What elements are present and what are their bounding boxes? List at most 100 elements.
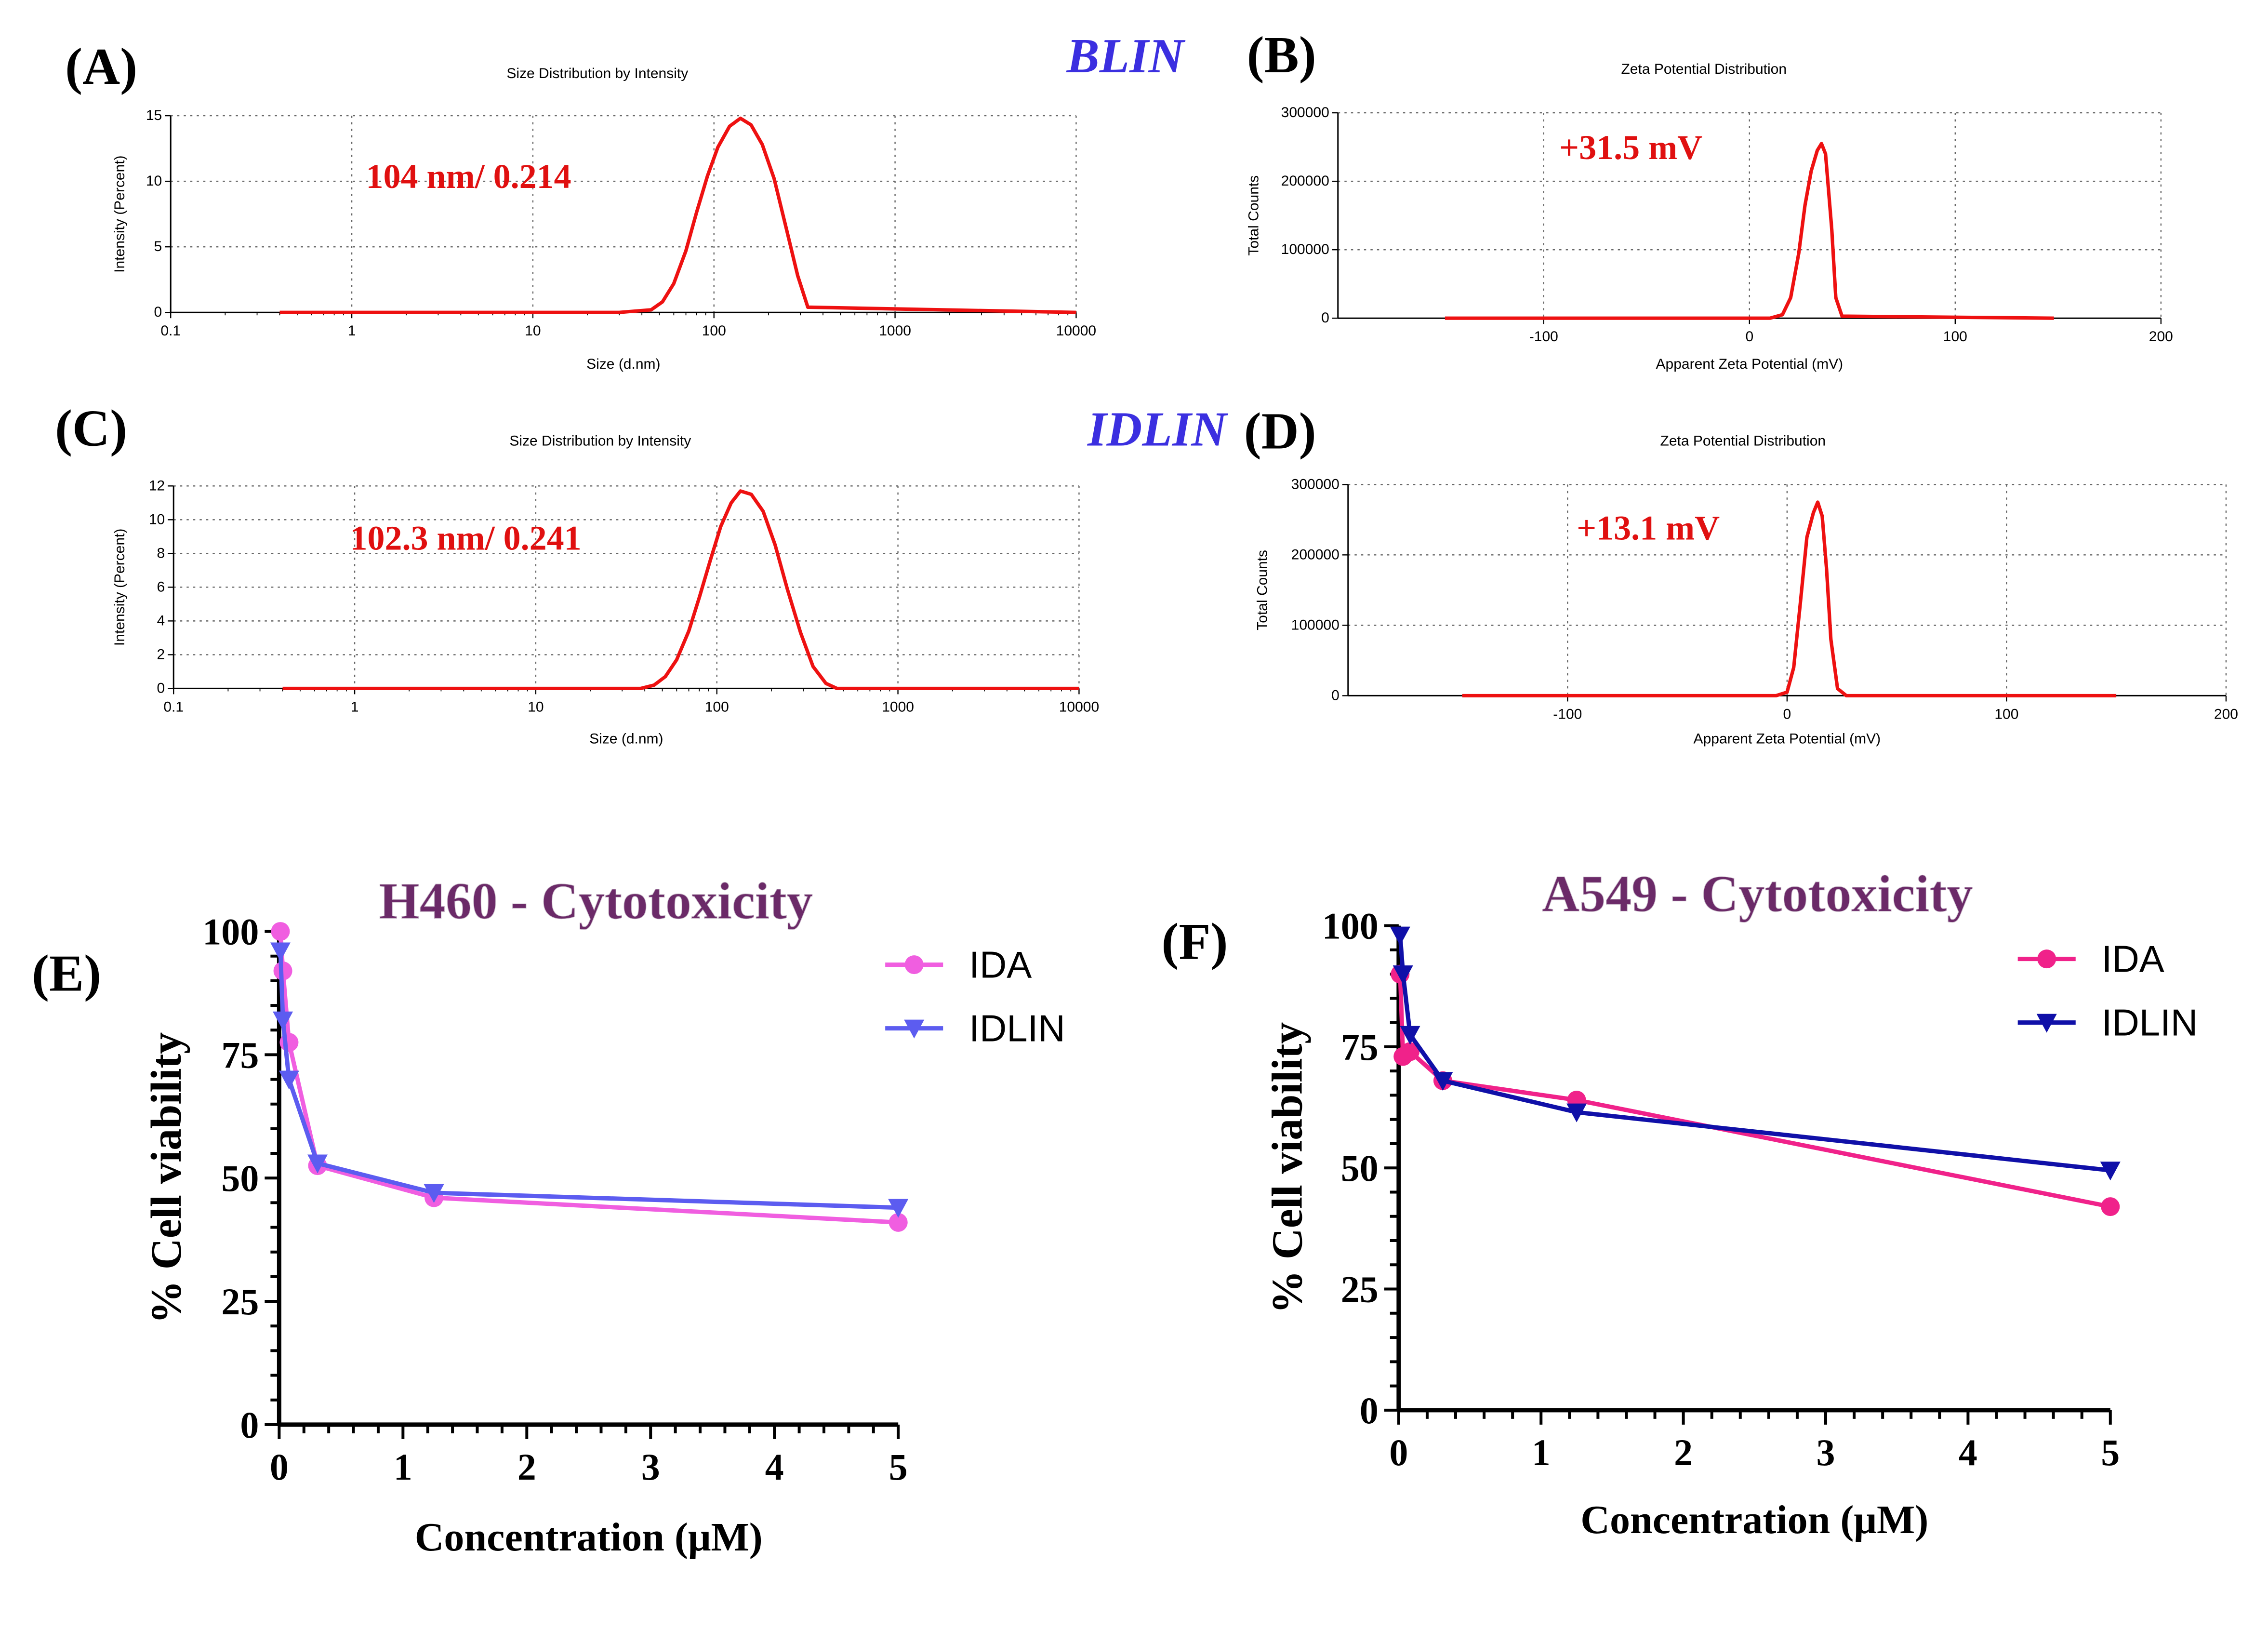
x-tick-label: 1 xyxy=(348,323,356,339)
data-point-idlin xyxy=(1393,965,1413,985)
x-tick-label: 0.1 xyxy=(163,699,184,715)
x-tick-label: 100 xyxy=(1943,329,1967,345)
data-point-idlin xyxy=(279,1070,299,1090)
x-tick-label: -100 xyxy=(1553,706,1582,722)
peak-annotation: 104 nm/ 0.214 xyxy=(366,157,571,196)
y-tick-label: 300000 xyxy=(1281,105,1329,120)
panel-e-title: H460 - Cytotoxicity xyxy=(379,873,813,930)
x-tick-label: -100 xyxy=(1529,329,1558,345)
data-point-idlin xyxy=(2100,1162,2121,1181)
panel-c-label: (C) xyxy=(55,400,127,457)
legend-label-idlin: IDLIN xyxy=(969,1007,1065,1050)
y-tick-label: 75 xyxy=(1341,1026,1379,1068)
x-tick-label: 1000 xyxy=(879,323,911,339)
x-axis-title: Apparent Zeta Potential (mV) xyxy=(1656,356,1844,372)
x-tick-label: 0.1 xyxy=(160,323,181,339)
y-tick-label: 100000 xyxy=(1291,617,1340,633)
panel-e: (E) H460 - Cytotoxicity 0 25 50 75 100 0 1 2 3 4 5… xyxy=(32,872,1065,1560)
x-tick-label: 4 xyxy=(765,1446,784,1488)
peak-annotation: +13.1 mV xyxy=(1577,508,1720,547)
distribution-line xyxy=(1445,142,2054,320)
y-axis-title: Intensity (Percent) xyxy=(112,529,128,646)
y-tick-label: 50 xyxy=(221,1157,259,1199)
panel-b-title: Zeta Potential Distribution xyxy=(1621,61,1787,77)
legend-marker-ida xyxy=(2037,949,2056,969)
panel-e-label: (E) xyxy=(32,945,101,1002)
data-point-idlin xyxy=(888,1199,909,1218)
data-point-ida xyxy=(1400,1042,1419,1061)
y-tick-label: 4 xyxy=(157,613,165,628)
y-tick-label: 200000 xyxy=(1281,173,1329,189)
y-tick-label: 0 xyxy=(1321,310,1329,326)
panel-a-title: Size Distribution by Intensity xyxy=(506,66,688,81)
x-tick-label: 1 xyxy=(394,1446,412,1488)
data-point-idlin xyxy=(270,942,291,962)
y-axis-title: % Cell viability xyxy=(143,1032,190,1324)
x-tick-label: 3 xyxy=(641,1446,660,1488)
y-tick-label: 2 xyxy=(157,646,165,662)
data-point-idlin xyxy=(273,1011,293,1030)
x-tick-label: 5 xyxy=(2101,1431,2120,1473)
y-tick-label: 0 xyxy=(157,680,165,696)
y-axis-title: % Cell viability xyxy=(1264,1022,1312,1314)
x-tick-label: 10 xyxy=(525,323,541,339)
y-tick-label: 100000 xyxy=(1281,241,1329,257)
legend-marker-ida xyxy=(904,955,924,975)
y-tick-label: 12 xyxy=(149,478,165,494)
data-point-idlin xyxy=(1432,1072,1453,1091)
data-point-ida xyxy=(889,1213,908,1232)
x-tick-label: 100 xyxy=(702,323,726,339)
x-axis-title: Apparent Zeta Potential (mV) xyxy=(1694,731,1881,747)
group-label-idlin: IDLIN xyxy=(1087,402,1228,456)
group-label-blin: BLIN xyxy=(1066,29,1186,83)
y-axis-title: Total Counts xyxy=(1246,175,1262,256)
x-tick-label: 1 xyxy=(1532,1431,1551,1473)
y-tick-label: 5 xyxy=(154,239,162,254)
x-tick-label: 3 xyxy=(1817,1431,1835,1473)
x-tick-label: 1 xyxy=(351,699,359,715)
panel-f-title: A549 - Cytotoxicity xyxy=(1542,866,1973,923)
panel-f-label: (F) xyxy=(1162,913,1228,971)
y-tick-label: 10 xyxy=(149,511,165,527)
distribution-line xyxy=(279,116,1076,314)
x-tick-label: 10000 xyxy=(1059,699,1099,715)
panel-a: (A) Size Distribution by Intensity 0 5 10 1… xyxy=(65,38,1096,372)
y-axis-title: Intensity (Percent) xyxy=(112,155,128,272)
y-tick-label: 0 xyxy=(154,304,162,320)
legend-label-ida: IDA xyxy=(2102,938,2164,980)
data-point-idlin xyxy=(307,1154,328,1174)
x-tick-label: 10 xyxy=(528,699,544,715)
x-axis-title: Size (d.nm) xyxy=(586,356,660,372)
x-tick-label: 5 xyxy=(889,1446,908,1488)
distribution-line xyxy=(1462,500,2117,698)
y-tick-label: 15 xyxy=(146,107,162,123)
panel-d-title: Zeta Potential Distribution xyxy=(1660,433,1826,449)
y-tick-label: 50 xyxy=(1341,1147,1379,1189)
y-tick-label: 0 xyxy=(1360,1390,1379,1431)
y-tick-label: 300000 xyxy=(1291,476,1340,492)
legend-label-ida: IDA xyxy=(969,944,1032,986)
legend-marker-idlin xyxy=(904,1019,925,1039)
x-axis-title: Size (d.nm) xyxy=(589,731,663,747)
data-point-idlin xyxy=(424,1184,444,1203)
peak-annotation: 102.3 nm/ 0.241 xyxy=(350,519,581,557)
panel-b: (B) Zeta Potential Distribution 0 100000 2… xyxy=(1246,27,2173,372)
series-line-idlin xyxy=(278,951,899,1210)
x-tick-label: 1000 xyxy=(882,699,914,715)
legend-marker-idlin xyxy=(2036,1014,2057,1033)
x-tick-label: 0 xyxy=(1745,329,1753,345)
y-tick-label: 10 xyxy=(146,173,162,189)
x-tick-label: 0 xyxy=(270,1446,289,1488)
x-axis-title: Concentration (μM) xyxy=(415,1515,763,1560)
x-tick-label: 200 xyxy=(2149,329,2173,345)
x-tick-label: 100 xyxy=(705,699,729,715)
y-tick-label: 0 xyxy=(1331,687,1340,703)
x-tick-label: 200 xyxy=(2214,706,2238,722)
panel-c: (C) Size Distribution by Intensity 0 2 4 6 8… xyxy=(55,400,1099,747)
x-tick-label: 2 xyxy=(1674,1431,1693,1473)
y-tick-label: 0 xyxy=(240,1404,259,1446)
data-point-ida xyxy=(2101,1197,2120,1216)
y-tick-label: 6 xyxy=(157,579,165,595)
x-tick-label: 0 xyxy=(1783,706,1791,722)
